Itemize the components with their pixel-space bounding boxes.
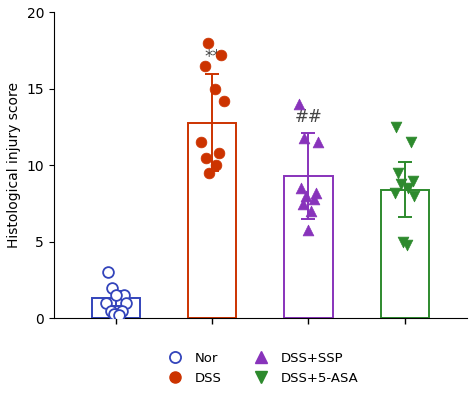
- Point: [204, 40, 211, 46]
- Point: [391, 190, 399, 196]
- Point: [394, 170, 401, 176]
- Point: [295, 101, 303, 107]
- Point: [297, 185, 305, 191]
- Point: [220, 98, 228, 104]
- Point: [217, 52, 225, 58]
- Point: [399, 239, 407, 245]
- Point: [112, 292, 120, 299]
- Bar: [381, 190, 428, 318]
- Point: [308, 208, 315, 215]
- Text: ##: ##: [295, 108, 322, 126]
- Point: [312, 190, 320, 196]
- Point: [410, 177, 417, 184]
- Bar: [92, 298, 140, 318]
- Point: [300, 135, 308, 141]
- Point: [122, 300, 130, 306]
- Point: [392, 124, 400, 131]
- Point: [104, 269, 111, 276]
- Bar: [188, 122, 237, 318]
- Bar: [284, 176, 333, 318]
- Point: [115, 312, 123, 319]
- Y-axis label: Histological injury score: Histological injury score: [7, 82, 21, 248]
- Point: [211, 86, 219, 92]
- Point: [302, 193, 310, 199]
- Point: [305, 226, 312, 233]
- Point: [102, 300, 109, 306]
- Legend: Nor, DSS, DSS+SSP, DSS+5-ASA: Nor, DSS, DSS+SSP, DSS+5-ASA: [159, 349, 362, 387]
- Point: [201, 63, 209, 69]
- Point: [310, 196, 318, 202]
- Point: [120, 292, 128, 299]
- Point: [110, 310, 118, 317]
- Point: [397, 180, 404, 187]
- Point: [205, 170, 212, 176]
- Point: [410, 193, 418, 199]
- Point: [107, 307, 114, 314]
- Point: [118, 307, 126, 314]
- Point: [197, 139, 205, 146]
- Point: [299, 200, 307, 207]
- Point: [215, 150, 223, 156]
- Point: [408, 139, 415, 146]
- Point: [403, 242, 410, 248]
- Point: [212, 162, 220, 169]
- Text: **: **: [204, 48, 221, 66]
- Point: [405, 185, 412, 191]
- Point: [314, 139, 322, 146]
- Point: [202, 155, 210, 161]
- Point: [109, 284, 116, 291]
